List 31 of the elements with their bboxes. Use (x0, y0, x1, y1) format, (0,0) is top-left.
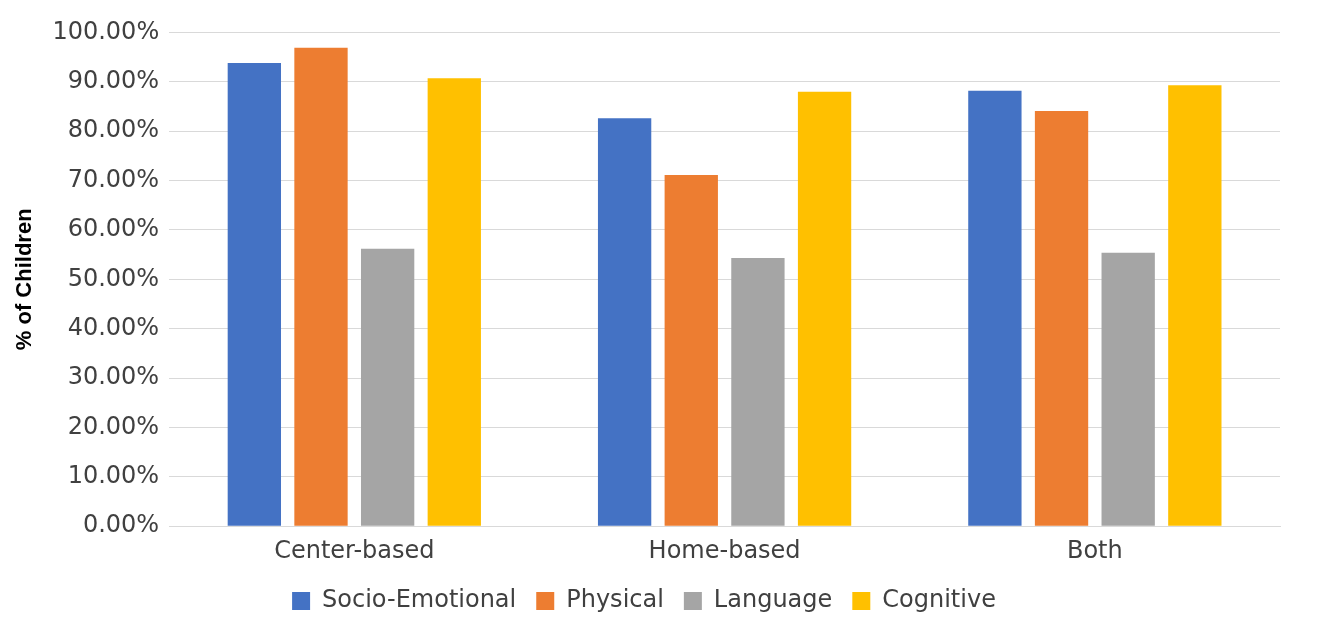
bar (731, 258, 785, 526)
y-tick-label: 20.00% (67, 411, 160, 440)
bar (597, 118, 652, 526)
bar (227, 63, 281, 526)
bar (427, 78, 481, 526)
legend-label: Socio-Emotional (322, 585, 517, 614)
bar (664, 175, 718, 526)
y-tick-label: 40.00% (67, 312, 160, 341)
y-tick-label: 30.00% (67, 362, 160, 391)
y-tick-label: 10.00% (67, 461, 160, 490)
y-tick-label: 70.00% (67, 164, 160, 193)
legend-label: Language (713, 585, 833, 614)
y-tick-label: 0.00% (82, 510, 160, 539)
y-tick-label: 100.00% (52, 16, 160, 45)
y-tick-label: 60.00% (67, 214, 160, 243)
bar (1168, 85, 1222, 526)
legend-label: Cognitive (882, 585, 996, 614)
x-tick-label: Center-based (274, 535, 435, 564)
bar (360, 248, 415, 526)
bar (1034, 110, 1089, 526)
y-tick-label: 80.00% (67, 115, 160, 144)
bar (968, 90, 1022, 526)
y-tick-label: 50.00% (67, 263, 160, 292)
x-tick-label: Both (1066, 535, 1123, 564)
y-axis-title: % of Children (11, 208, 37, 351)
bar (797, 91, 852, 526)
legend-label: Physical (566, 585, 664, 614)
bar (294, 47, 348, 526)
bar (1101, 252, 1155, 526)
y-tick-label: 90.00% (67, 66, 160, 95)
x-tick-label: Home-based (648, 535, 801, 564)
